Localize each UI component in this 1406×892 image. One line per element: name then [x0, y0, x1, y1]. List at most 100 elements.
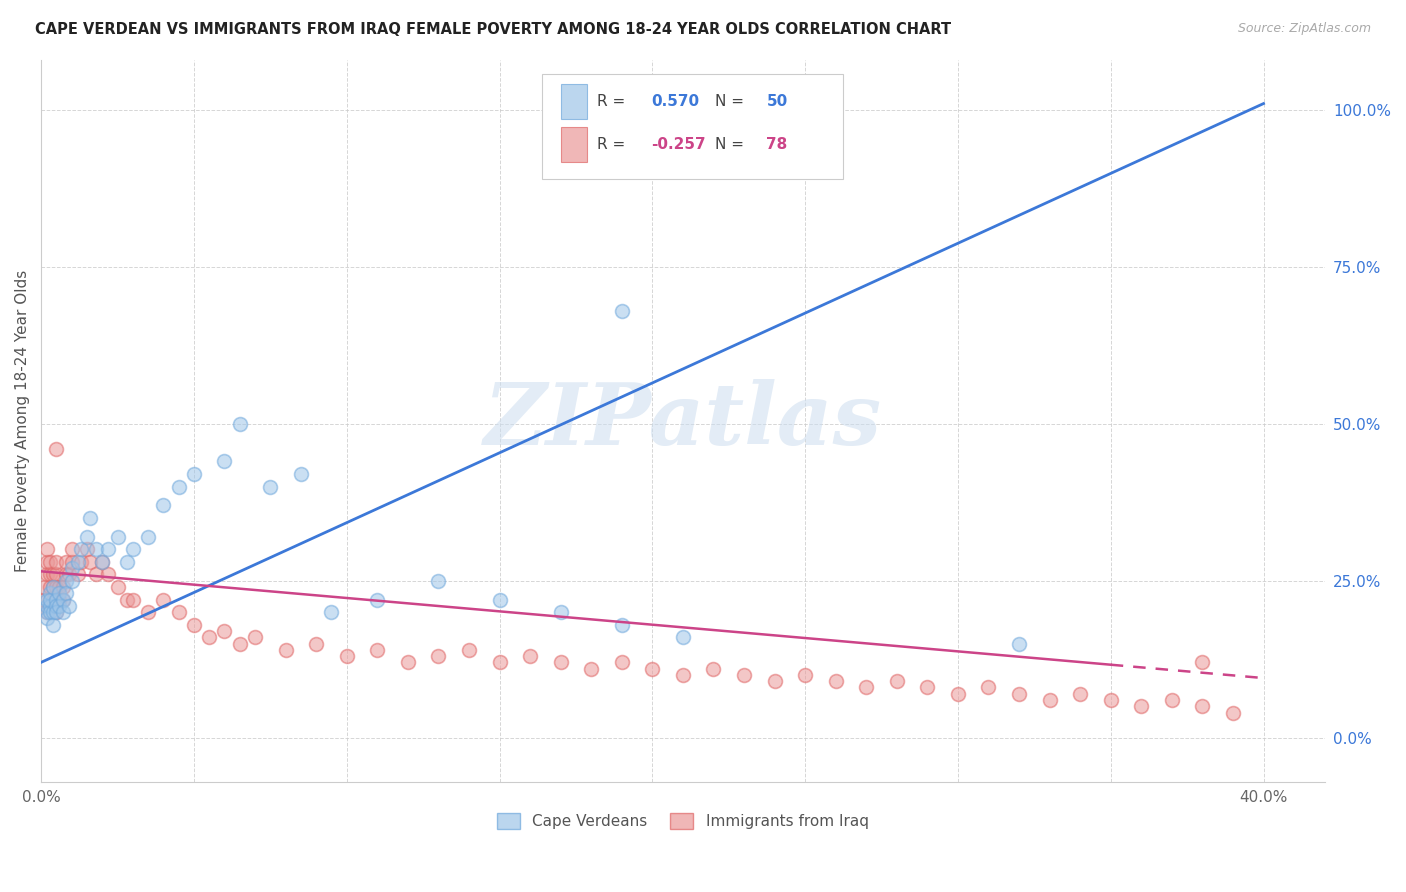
Point [1191, 699, 1213, 714]
Text: Source: ZipAtlas.com: Source: ZipAtlas.com [1237, 22, 1371, 36]
Point [51, 592, 73, 607]
Point [55, 567, 77, 582]
Point [427, 574, 450, 588]
Point [69, 542, 91, 557]
Point [60, 561, 83, 575]
Point [488, 656, 510, 670]
Point [1099, 693, 1122, 707]
Point [610, 656, 633, 670]
Point [51, 592, 73, 607]
Point [243, 630, 266, 644]
Point [58, 599, 80, 613]
Point [488, 592, 510, 607]
Point [1222, 706, 1244, 720]
Point [39, 599, 62, 613]
Point [610, 303, 633, 318]
Point [48, 580, 70, 594]
Point [214, 454, 236, 468]
Point [427, 649, 450, 664]
Point [55, 555, 77, 569]
Point [1008, 687, 1031, 701]
Point [824, 674, 846, 689]
Point [97, 567, 120, 582]
Point [107, 580, 129, 594]
Text: 78: 78 [766, 137, 787, 153]
Point [121, 592, 143, 607]
Point [366, 592, 388, 607]
Point [763, 674, 786, 689]
Point [45, 442, 67, 456]
Point [396, 656, 419, 670]
Point [321, 605, 343, 619]
Point [42, 567, 65, 582]
Point [42, 617, 65, 632]
Point [79, 511, 101, 525]
Point [458, 642, 481, 657]
Point [886, 674, 908, 689]
Point [366, 642, 388, 657]
Text: R =: R = [598, 137, 630, 153]
Point [305, 636, 328, 650]
Point [37, 567, 59, 582]
Text: CAPE VERDEAN VS IMMIGRANTS FROM IRAQ FEMALE POVERTY AMONG 18-24 YEAR OLDS CORREL: CAPE VERDEAN VS IMMIGRANTS FROM IRAQ FEM… [35, 22, 952, 37]
Point [55, 574, 77, 588]
Point [37, 555, 59, 569]
Point [702, 662, 724, 676]
Point [794, 668, 817, 682]
Point [60, 555, 83, 569]
Point [51, 605, 73, 619]
Point [42, 580, 65, 594]
Point [115, 592, 138, 607]
Point [97, 542, 120, 557]
Point [1160, 693, 1182, 707]
Point [550, 656, 572, 670]
Point [45, 605, 67, 619]
Point [45, 567, 67, 582]
Point [45, 592, 67, 607]
Text: 50: 50 [766, 94, 787, 109]
Point [1039, 693, 1062, 707]
Point [917, 681, 939, 695]
Point [610, 617, 633, 632]
Point [290, 467, 312, 481]
Bar [561, 128, 586, 162]
Point [672, 668, 695, 682]
Point [39, 586, 62, 600]
Point [136, 530, 159, 544]
Point [45, 592, 67, 607]
Point [733, 668, 755, 682]
Point [91, 555, 114, 569]
Point [1130, 699, 1153, 714]
Point [121, 542, 143, 557]
Point [1191, 656, 1213, 670]
Legend: Cape Verdeans, Immigrants from Iraq: Cape Verdeans, Immigrants from Iraq [491, 807, 875, 836]
Point [229, 636, 252, 650]
Point [51, 580, 73, 594]
Y-axis label: Female Poverty Among 18-24 Year Olds: Female Poverty Among 18-24 Year Olds [15, 269, 30, 572]
Bar [561, 84, 586, 119]
Point [45, 555, 67, 569]
Point [32, 592, 55, 607]
Point [60, 574, 83, 588]
Point [66, 567, 89, 582]
Point [37, 592, 59, 607]
Point [977, 681, 1000, 695]
Point [214, 624, 236, 638]
Point [55, 586, 77, 600]
Point [60, 542, 83, 557]
Point [39, 567, 62, 582]
Point [136, 605, 159, 619]
Point [66, 555, 89, 569]
Point [946, 687, 969, 701]
Point [42, 592, 65, 607]
Point [39, 580, 62, 594]
Point [58, 567, 80, 582]
Point [45, 605, 67, 619]
Point [76, 542, 98, 557]
Point [672, 630, 695, 644]
Point [1069, 687, 1091, 701]
Text: N =: N = [716, 137, 749, 153]
Point [91, 555, 114, 569]
FancyBboxPatch shape [541, 74, 844, 178]
Point [79, 555, 101, 569]
